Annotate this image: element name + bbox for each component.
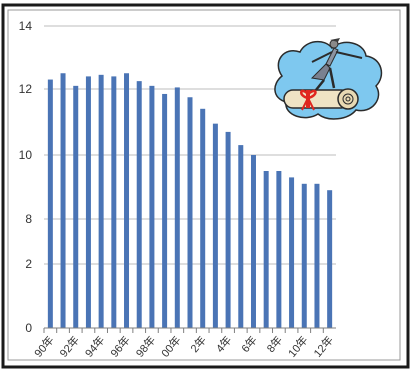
bar [98,74,104,328]
bar [174,87,180,328]
bar [73,85,79,328]
bar [124,73,130,328]
bar [225,131,231,328]
surfer-figure [310,38,363,91]
bar [47,79,53,328]
bar [314,183,320,328]
y-tick-label: 12 [19,82,33,96]
bar [276,171,282,328]
y-tick-label: 0 [25,321,32,335]
bar [60,73,66,328]
bar [327,190,333,328]
bar [250,155,256,328]
bar [111,76,117,329]
bar [162,93,168,328]
bar [85,76,91,329]
bar [136,81,142,329]
y-tick-label: 8 [25,212,32,226]
bar [187,97,193,328]
chart-frame [1,3,410,369]
y-tick-label: 2 [25,257,32,271]
bar [263,171,269,328]
surfer-on-scroll-illustration [274,38,383,120]
y-tick-label: 10 [19,148,33,162]
y-tick-labels: 0 2 8 10 12 14 [19,19,33,335]
chart-inner-frame [7,9,401,361]
bar [289,177,295,328]
bar [301,183,307,328]
y-tick-label: 14 [19,19,33,33]
bar [200,108,206,328]
diploma-scroll [283,88,359,111]
bar [212,123,218,329]
bar [149,85,155,328]
bar [238,145,244,328]
bars [43,73,333,333]
